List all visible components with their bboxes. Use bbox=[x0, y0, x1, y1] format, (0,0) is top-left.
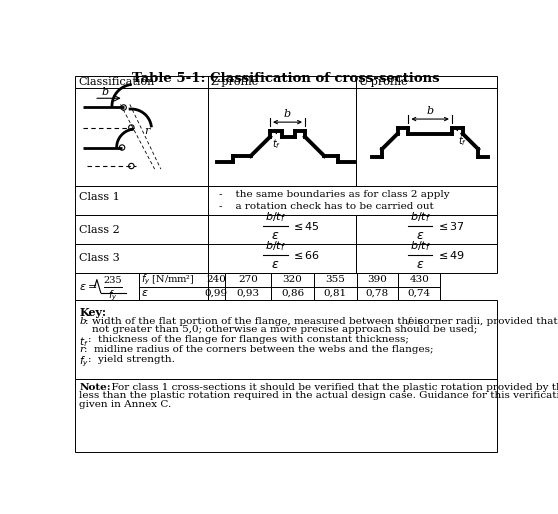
Text: $\varepsilon =$: $\varepsilon =$ bbox=[79, 282, 98, 291]
Text: Class 2: Class 2 bbox=[79, 225, 120, 234]
Bar bbox=[356, 215, 497, 244]
Bar bbox=[139, 286, 208, 300]
Text: 320: 320 bbox=[282, 275, 302, 284]
Text: b: b bbox=[102, 87, 109, 97]
Text: -    the same boundaries as for class 2 apply: - the same boundaries as for class 2 app… bbox=[219, 190, 449, 198]
Text: not greater than 5,0; otherwise a more precise approach should be used;: not greater than 5,0; otherwise a more p… bbox=[92, 325, 478, 334]
Text: 0,86: 0,86 bbox=[281, 289, 304, 298]
Bar bbox=[208, 215, 356, 244]
Bar bbox=[398, 272, 440, 286]
Text: $\leq 49$: $\leq 49$ bbox=[436, 249, 465, 261]
Text: $\varepsilon$: $\varepsilon$ bbox=[271, 229, 280, 242]
Text: 240: 240 bbox=[206, 275, 226, 284]
Text: r: r bbox=[144, 125, 149, 136]
Text: Key:: Key: bbox=[79, 306, 106, 318]
Text: $f_y$: $f_y$ bbox=[108, 289, 118, 303]
Bar bbox=[208, 272, 225, 286]
Bar bbox=[75, 272, 139, 286]
Bar bbox=[398, 286, 440, 300]
Text: 0,99: 0,99 bbox=[205, 289, 228, 298]
Bar bbox=[356, 76, 497, 88]
Bar bbox=[314, 272, 357, 286]
Bar bbox=[225, 272, 271, 286]
Text: b: b bbox=[426, 106, 434, 116]
Text: 0,78: 0,78 bbox=[366, 289, 389, 298]
Bar bbox=[271, 272, 314, 286]
Bar bbox=[271, 286, 314, 300]
Bar bbox=[75, 300, 497, 379]
Bar bbox=[208, 186, 497, 215]
Text: f: f bbox=[407, 317, 410, 324]
Text: Class 3: Class 3 bbox=[79, 253, 120, 263]
Bar bbox=[75, 286, 139, 300]
Text: 0,74: 0,74 bbox=[408, 289, 431, 298]
Text: $\varepsilon$: $\varepsilon$ bbox=[416, 258, 424, 271]
Text: width of the flat portion of the flange, measured between the corner radii, prov: width of the flat portion of the flange,… bbox=[92, 317, 558, 325]
Text: Note:: Note: bbox=[80, 383, 112, 392]
Text: 430: 430 bbox=[410, 275, 429, 284]
Bar bbox=[139, 272, 208, 286]
Text: $\varepsilon$: $\varepsilon$ bbox=[416, 229, 424, 242]
Bar bbox=[208, 88, 356, 186]
Text: Table 5-1: Classification of cross-sections: Table 5-1: Classification of cross-secti… bbox=[132, 71, 440, 85]
Text: Z-profile: Z-profile bbox=[211, 77, 259, 87]
Text: :  thickness of the flange for flanges with constant thickness;: : thickness of the flange for flanges wi… bbox=[88, 335, 409, 344]
Text: 270: 270 bbox=[238, 275, 258, 284]
Text: -    a rotation check has to be carried out: - a rotation check has to be carried out bbox=[219, 202, 434, 211]
Bar bbox=[208, 286, 225, 300]
Text: is: is bbox=[411, 317, 424, 325]
Text: 355: 355 bbox=[325, 275, 345, 284]
Text: $\leq 66$: $\leq 66$ bbox=[291, 249, 320, 261]
Text: $b/t_f$: $b/t_f$ bbox=[410, 210, 430, 224]
Bar bbox=[208, 76, 356, 88]
Text: 0,93: 0,93 bbox=[237, 289, 259, 298]
Text: :: : bbox=[84, 317, 88, 325]
Text: U-profile: U-profile bbox=[359, 77, 408, 87]
Text: $\leq 45$: $\leq 45$ bbox=[291, 221, 320, 232]
Text: $b/t_f$: $b/t_f$ bbox=[410, 239, 430, 253]
Bar bbox=[75, 272, 139, 300]
Text: $t_f$: $t_f$ bbox=[272, 138, 281, 151]
Bar bbox=[356, 88, 497, 186]
Text: r: r bbox=[79, 345, 84, 354]
Text: Class 1: Class 1 bbox=[79, 192, 120, 202]
Bar bbox=[357, 272, 398, 286]
Text: :  yield strength.: : yield strength. bbox=[88, 355, 175, 364]
Text: $\varepsilon$: $\varepsilon$ bbox=[141, 288, 148, 299]
Text: 0,81: 0,81 bbox=[324, 289, 347, 298]
Text: $\leq 37$: $\leq 37$ bbox=[436, 221, 464, 232]
Text: $t_f$: $t_f$ bbox=[79, 335, 89, 349]
Text: $f_y$ [N/mm²]: $f_y$ [N/mm²] bbox=[141, 272, 195, 287]
Text: $t_f$: $t_f$ bbox=[458, 135, 467, 148]
Text: Classification: Classification bbox=[78, 77, 155, 87]
Bar bbox=[75, 244, 208, 272]
Text: For class 1 cross-sections it should be verified that the plastic rotation provi: For class 1 cross-sections it should be … bbox=[105, 383, 558, 392]
Bar bbox=[75, 379, 497, 452]
Bar bbox=[208, 244, 356, 272]
Text: 235: 235 bbox=[104, 276, 122, 285]
Text: :  midline radius of the corners between the webs and the flanges;: : midline radius of the corners between … bbox=[84, 345, 434, 354]
Text: b: b bbox=[284, 109, 291, 119]
Bar bbox=[225, 286, 271, 300]
Text: $b/t_f$: $b/t_f$ bbox=[265, 210, 286, 224]
Bar bbox=[75, 215, 208, 244]
Text: $\varepsilon$: $\varepsilon$ bbox=[271, 258, 280, 271]
Bar bbox=[357, 286, 398, 300]
Text: 390: 390 bbox=[368, 275, 387, 284]
Bar bbox=[75, 88, 208, 186]
Text: given in Annex C.: given in Annex C. bbox=[79, 400, 171, 409]
Text: b: b bbox=[79, 317, 86, 325]
Bar bbox=[356, 244, 497, 272]
Bar bbox=[75, 76, 208, 88]
Text: less than the plastic rotation required in the actual design case. Guidance for : less than the plastic rotation required … bbox=[79, 391, 558, 400]
Bar bbox=[75, 186, 208, 215]
Text: $f_y$: $f_y$ bbox=[79, 355, 89, 370]
Text: $b/t_f$: $b/t_f$ bbox=[265, 239, 286, 253]
Bar bbox=[314, 286, 357, 300]
